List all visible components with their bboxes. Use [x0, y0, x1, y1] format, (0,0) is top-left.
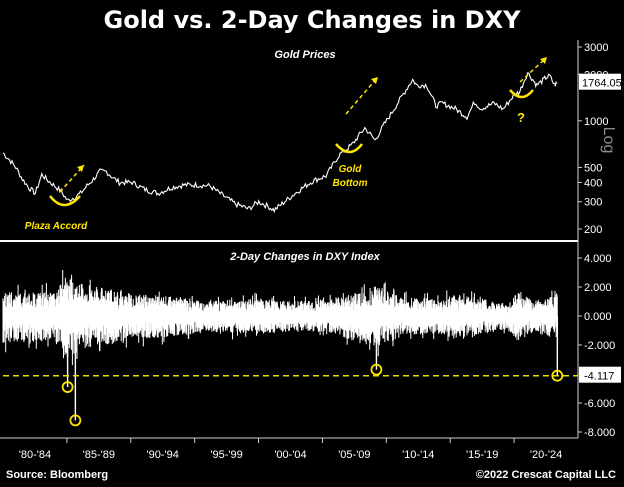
- dxy-ytick-label: -2.000: [584, 340, 615, 352]
- x-tick-label: '95-'99: [210, 449, 242, 461]
- x-tick-label: '90-'94: [147, 449, 179, 461]
- dxy-ytick-label: 0.000: [584, 311, 612, 323]
- highlight-circle: [69, 414, 82, 427]
- question-trend-arrow: [519, 57, 547, 83]
- dxy-ytick-label: -6.000: [584, 398, 615, 410]
- highlight-circle: [61, 381, 74, 393]
- question-arc: [509, 89, 534, 99]
- dxy-ytick-label: -8.000: [584, 427, 615, 439]
- dxy-panel: 2-Day Changes in DXY Index 4.000 2.000 0.00…: [2, 251, 621, 439]
- page-title: Gold vs. 2-Day Changes in DXY: [103, 6, 521, 34]
- reference-value-box: [579, 366, 621, 383]
- x-tick-label: '05-'09: [338, 449, 370, 461]
- highlight-circle: [370, 363, 383, 376]
- x-tick-label: '10-'14: [402, 449, 434, 461]
- dxy-ytick-label: 2.000: [584, 282, 612, 294]
- x-axis: '80-'84 '85-'89 '90-'94 '95-'99 '00-'04 '05-'…: [19, 438, 562, 461]
- gold-bottom-label-1: Gold: [339, 164, 363, 175]
- x-tick-label: '20-'24: [530, 449, 562, 461]
- plaza-arrow-head: [77, 165, 84, 172]
- x-tick-label: '80-'84: [19, 449, 51, 461]
- source-label: Source: Bloomberg: [6, 469, 109, 481]
- gold-panel-title: Gold Prices: [274, 49, 335, 61]
- question-label: ?: [517, 110, 525, 125]
- dxy-ytick-label: 4.000: [584, 253, 612, 265]
- gold-bottom-arc: [335, 143, 363, 154]
- gold-price-line: [2, 72, 558, 214]
- chart-frame: [0, 40, 579, 439]
- highlight-circle: [551, 369, 564, 382]
- gold-ytick-label: 200: [584, 224, 602, 236]
- gold-ytick-label: 300: [584, 197, 602, 209]
- x-tick-label: '15-'19: [466, 449, 498, 461]
- plaza-accord-arc: [49, 195, 81, 207]
- gold-bottom-trend-arrow: [345, 76, 379, 115]
- question-arrow-head: [540, 57, 547, 64]
- copyright-label: ©2022 Crescat Capital LLC: [475, 469, 616, 481]
- gold-bottom-arrow-head: [371, 77, 378, 84]
- gold-ytick-label: 400: [584, 177, 602, 189]
- gold-ytick-label: 500: [584, 162, 602, 174]
- gold-ytick-label: 3000: [584, 42, 608, 54]
- gold-last-value-box: [579, 73, 621, 90]
- gold-bottom-label-2: Bottom: [333, 178, 368, 189]
- gold-ytick-label: 1000: [584, 116, 608, 128]
- dxy-panel-title: 2-Day Changes in DXY Index: [229, 251, 380, 263]
- x-tick-label: '00-'04: [274, 449, 306, 461]
- plaza-accord-label: Plaza Accord: [25, 221, 88, 232]
- gold-panel: Gold PricesLog20030040050010002000300017…: [2, 42, 622, 236]
- gold-last-value-label: 1764.05: [582, 78, 622, 90]
- reference-value-label: -4.117: [584, 371, 614, 383]
- log-scale-label: Log: [600, 127, 617, 154]
- dxy-changes-series: [2, 270, 558, 366]
- x-tick-label: '85-'89: [83, 449, 115, 461]
